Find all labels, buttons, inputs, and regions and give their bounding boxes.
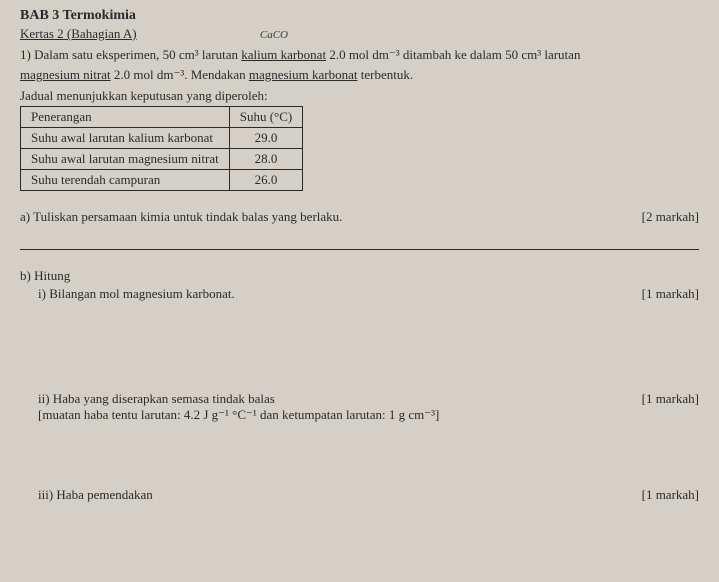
table-cell: Suhu awal larutan magnesium nitrat xyxy=(21,149,230,170)
part-b-ii-block: ii) Haba yang diserapkan semasa tindak b… xyxy=(20,391,439,423)
part-b-i-label: i) Bilangan mol magnesium karbonat. xyxy=(38,286,235,302)
q-mid1: 2.0 mol dm⁻³ ditambah ke dalam 50 cm³ la… xyxy=(326,47,580,62)
q-mid2: 2.0 mol dm⁻³. Mendakan xyxy=(111,67,249,82)
chemical-3: magnesium karbonat xyxy=(249,67,358,82)
chemical-1: kalium karbonat xyxy=(241,47,326,62)
handwritten-note: CaCO xyxy=(260,29,288,41)
table-cell: 29.0 xyxy=(229,128,303,149)
part-b-iii-marks: [1 markah] xyxy=(642,487,699,503)
table-header-2: Suhu (°C) xyxy=(229,107,303,128)
part-b-ii-row: ii) Haba yang diserapkan semasa tindak b… xyxy=(20,391,699,423)
part-b-ii-label: ii) Haba yang diserapkan semasa tindak b… xyxy=(38,391,439,407)
chapter-title: BAB 3 Termokimia xyxy=(20,8,699,24)
part-b-label: b) Hitung xyxy=(20,268,699,284)
table-cell: 28.0 xyxy=(229,149,303,170)
q-end: terbentuk. xyxy=(358,67,414,82)
part-b-ii-note: [muatan haba tentu larutan: 4.2 J g⁻¹ °C… xyxy=(38,407,439,423)
table-header-1: Penerangan xyxy=(21,107,230,128)
part-a-label: a) Tuliskan persamaan kimia untuk tindak… xyxy=(20,209,342,225)
section-row: Kertas 2 (Bahagian A) CaCO xyxy=(20,26,699,46)
table-caption: Jadual menunjukkan keputusan yang dipero… xyxy=(20,88,699,104)
part-b-ii-marks: [1 markah] xyxy=(642,391,699,407)
table-cell: 26.0 xyxy=(229,170,303,191)
section-title: Kertas 2 (Bahagian A) xyxy=(20,26,137,42)
part-b-i-marks: [1 markah] xyxy=(642,286,699,302)
part-b-i-row: i) Bilangan mol magnesium karbonat. [1 m… xyxy=(20,286,699,302)
spacer xyxy=(20,306,699,391)
table-header-row: Penerangan Suhu (°C) xyxy=(21,107,303,128)
table-cell: Suhu terendah campuran xyxy=(21,170,230,191)
part-b-iii-row: iii) Haba pemendakan [1 markah] xyxy=(20,487,699,503)
table-row: Suhu awal larutan kalium karbonat 29.0 xyxy=(21,128,303,149)
part-a-row: a) Tuliskan persamaan kimia untuk tindak… xyxy=(20,209,699,225)
chemical-2: magnesium nitrat xyxy=(20,67,111,82)
q-intro: 1) Dalam satu eksperimen, 50 cm³ larutan xyxy=(20,47,241,62)
question-line2: magnesium nitrat 2.0 mol dm⁻³. Mendakan … xyxy=(20,66,699,84)
separator-line xyxy=(20,249,699,250)
spacer xyxy=(20,427,699,487)
table-row: Suhu terendah campuran 26.0 xyxy=(21,170,303,191)
data-table: Penerangan Suhu (°C) Suhu awal larutan k… xyxy=(20,106,303,191)
question-intro: 1) Dalam satu eksperimen, 50 cm³ larutan… xyxy=(20,46,699,64)
part-b-iii-label: iii) Haba pemendakan xyxy=(38,487,153,503)
table-row: Suhu awal larutan magnesium nitrat 28.0 xyxy=(21,149,303,170)
table-cell: Suhu awal larutan kalium karbonat xyxy=(21,128,230,149)
part-a-marks: [2 markah] xyxy=(642,209,699,225)
